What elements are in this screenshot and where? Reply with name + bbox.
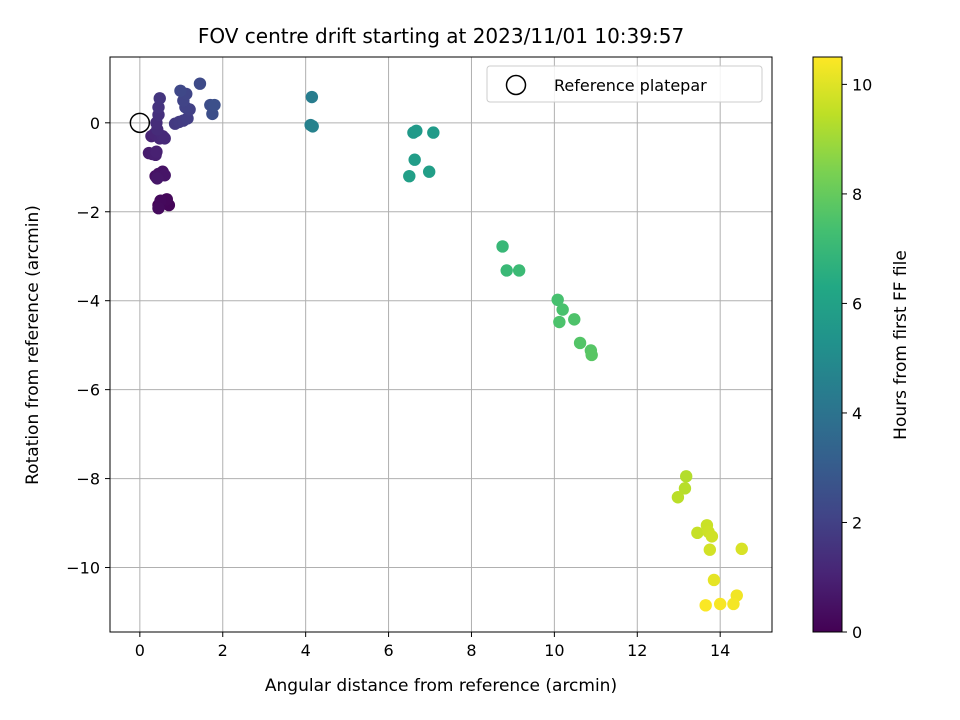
data-point [193,77,207,90]
y-axis-title: Rotation from reference (arcmin) [23,205,43,485]
data-point [422,165,436,178]
data-point [151,172,164,185]
colorbar-tick-label: 2 [852,513,862,532]
colorbar-frame [812,56,843,633]
scatter-points [142,77,748,612]
data-point [208,98,221,112]
data-point [427,126,440,139]
colorbar-ticks: 0 2 4 6 8 10 [842,75,872,642]
y-tick-label: −10 [66,559,100,578]
x-tick-label: 2 [218,641,228,660]
plot-area: 0 2 4 6 8 10 12 14 0 −2 −4 −6 −8 −10 [66,56,773,660]
x-tick-label: 4 [301,641,311,660]
data-point [703,543,717,556]
legend-label-reference: Reference platepar [554,76,707,95]
legend-box [486,65,763,103]
x-tick-label: 14 [710,641,730,660]
grid [110,57,772,632]
data-point [707,573,721,587]
data-point [735,542,748,556]
data-point [153,92,166,105]
data-point [512,264,526,277]
colorbar-tick-label: 6 [852,294,862,313]
x-tick-label: 10 [544,641,564,660]
data-point [727,597,740,611]
colorbar-tick-label: 10 [852,75,872,94]
data-point [150,145,163,158]
colorbar-tick-label: 8 [852,185,862,204]
data-point [585,348,598,362]
data-point [496,240,509,253]
legend: Reference platepar [486,65,763,103]
data-point [573,336,587,350]
y-tick-label: −4 [76,292,100,311]
y-tick-label: 0 [90,114,100,133]
data-point [705,530,719,543]
data-point [671,491,685,504]
data-point [553,315,566,329]
colorbar-gradient [813,57,842,632]
data-point [305,90,319,104]
y-tick-label: −6 [76,381,100,400]
x-axis-ticks: 0 2 4 6 8 10 12 14 [135,632,730,660]
data-point [152,201,165,215]
chart-title: FOV centre drift starting at 2023/11/01 … [198,24,684,48]
colorbar-title: Hours from first FF file [891,250,911,440]
colorbar-tick-label: 0 [852,623,862,642]
plot-background [110,57,772,632]
data-point [410,124,423,138]
legend-reference-marker [505,74,527,96]
reference-marker-layer [129,112,151,134]
data-point [679,470,693,483]
data-point [678,482,692,495]
colorbar-tick-label: 4 [852,404,862,423]
data-point [691,526,704,540]
x-axis-title: Angular distance from reference (arcmin) [265,676,617,696]
data-point [699,599,712,612]
y-tick-label: −8 [76,470,100,489]
reference-platepar-marker [129,112,151,134]
data-point [713,597,727,611]
data-point [568,313,581,326]
data-point [556,303,569,316]
data-point [158,132,171,145]
data-point [174,84,187,97]
data-point [408,153,421,166]
data-point [306,120,319,133]
x-tick-label: 0 [135,641,145,660]
plot-frame [109,56,773,633]
y-tick-label: −2 [76,203,100,222]
x-tick-label: 12 [627,641,647,660]
data-point [551,293,564,307]
colorbar: 0 2 4 6 8 10 Hours from first FF file [812,56,911,642]
x-tick-label: 6 [383,641,393,660]
y-axis-ticks: 0 −2 −4 −6 −8 −10 [66,114,110,578]
data-point [403,169,416,183]
data-point [500,264,513,277]
x-tick-label: 8 [466,641,476,660]
